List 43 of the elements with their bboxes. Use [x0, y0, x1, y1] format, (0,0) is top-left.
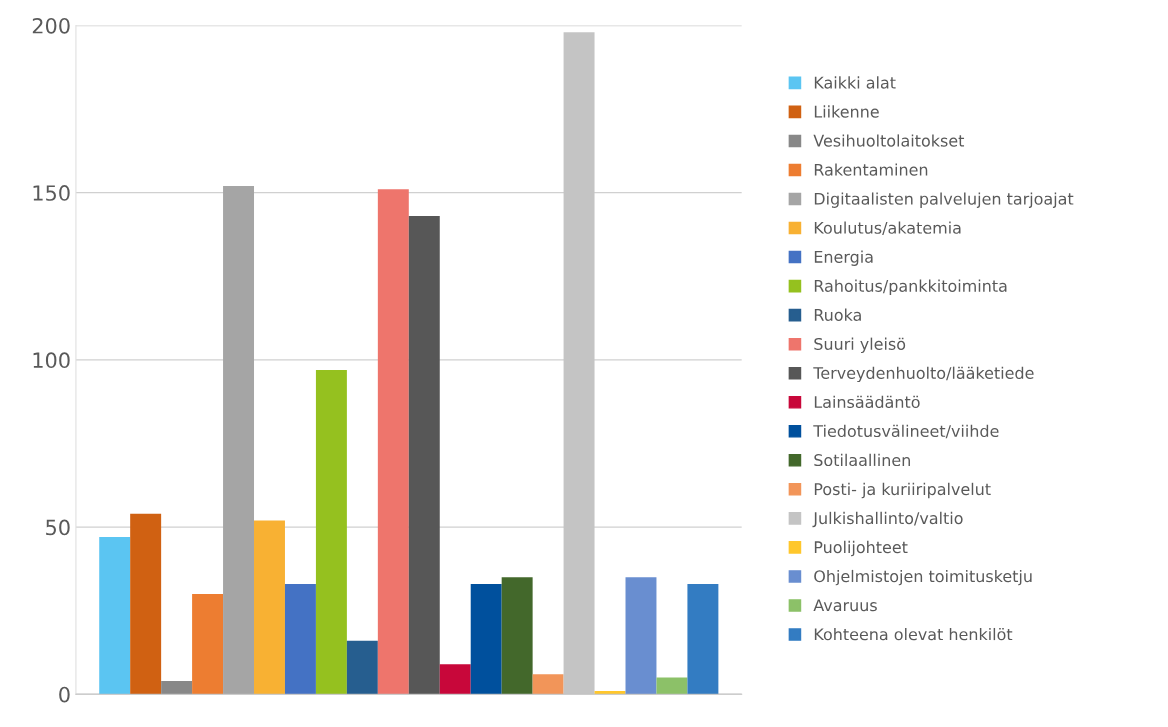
bar — [470, 583, 502, 695]
bar — [439, 664, 471, 695]
legend-label: Terveydenhuolto/lääketiede — [813, 366, 1034, 383]
legend-label: Posti- ja kuriiripalvelut — [814, 482, 991, 499]
bar — [408, 216, 440, 695]
bar — [501, 577, 533, 695]
bar — [192, 593, 224, 695]
bar — [687, 583, 719, 695]
bar — [532, 674, 564, 695]
y-tick-label: 50 — [46, 519, 70, 536]
bar — [223, 185, 255, 695]
bar — [284, 583, 316, 695]
legend-label: Ruoka — [814, 308, 861, 321]
legend-label: Kohteena olevat henkilöt — [814, 627, 1013, 641]
y-tick-label: 100 — [33, 352, 70, 369]
legend-label: Rahoitus/pankkitoiminta — [814, 279, 1007, 296]
legend-label: Sotilaallinen — [814, 453, 910, 467]
bar — [254, 520, 285, 695]
legend-label: Ohjelmistojen toimitusketju — [814, 569, 1032, 586]
legend-label: Energia — [814, 250, 873, 266]
bar — [346, 640, 378, 695]
bar — [130, 513, 162, 695]
bar — [625, 577, 657, 695]
y-tick-label: 150 — [33, 185, 70, 201]
legend-label: Digitaalisten palvelujen tarjoajat — [814, 192, 1074, 208]
bar — [99, 537, 131, 695]
legend-label: Liikenne — [814, 105, 879, 118]
legend-label: Lainsäädäntö — [814, 395, 920, 409]
legend-label: Koulutus/akatemia — [814, 221, 961, 236]
bar — [161, 680, 193, 695]
legend-label: Vesihuoltolaitokset — [813, 134, 965, 147]
legend-label: Kaikki alat — [814, 76, 896, 89]
y-tick-label: 0 — [59, 686, 70, 703]
legend-label: Avaruus — [813, 599, 877, 612]
bar — [377, 189, 409, 695]
y-tick-label: 200 — [32, 17, 70, 34]
legend-label: Tiedotusvälineet/viihde — [813, 424, 999, 439]
bar — [315, 369, 347, 695]
legend-label: Julkishallinto/valtio — [812, 511, 963, 528]
legend-label: Puolijohteet — [814, 540, 908, 557]
legend-label: Rakentaminen — [814, 163, 928, 176]
legend-label: Suuri yleisö — [814, 337, 906, 354]
bar — [656, 677, 688, 695]
